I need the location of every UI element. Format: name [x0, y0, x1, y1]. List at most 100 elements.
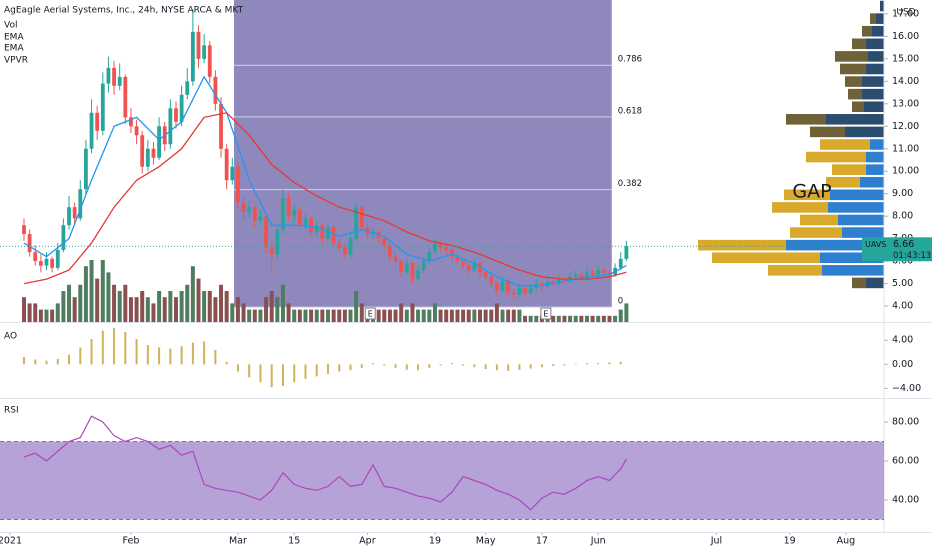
event-marker	[540, 307, 552, 320]
volume-bar	[78, 284, 83, 322]
y-tick-label: 80.00	[892, 417, 919, 428]
candle-body	[224, 148, 229, 181]
volume-bar	[573, 315, 578, 322]
candle-body	[179, 94, 184, 122]
candle-body	[185, 81, 190, 95]
volume-bar	[331, 309, 336, 322]
candle-body	[601, 270, 606, 273]
volume-bar	[112, 284, 117, 322]
ao-bar	[180, 346, 183, 365]
vpvr-up	[866, 151, 884, 163]
candle-body	[326, 227, 330, 239]
volume-bar	[202, 291, 207, 322]
candle-body	[382, 238, 387, 246]
candle-body	[449, 249, 454, 257]
volume-bar	[247, 309, 252, 322]
volume-bar	[264, 297, 269, 322]
volume-bar	[410, 303, 415, 322]
candle-body	[123, 76, 128, 118]
y-tick-label: 4.00	[892, 335, 913, 346]
legend-item: EMA	[4, 44, 24, 54]
candle-body	[337, 243, 342, 248]
candle-body	[95, 112, 100, 131]
event-label: E	[368, 310, 373, 319]
vpvr-up	[876, 13, 884, 24]
volume-bar	[241, 303, 246, 322]
candle-body	[44, 258, 49, 266]
volume-bar	[494, 303, 499, 322]
candle-body	[145, 148, 150, 167]
candle-body	[478, 263, 482, 273]
candle-body	[247, 207, 252, 212]
y-tick-label: 17.00	[892, 8, 919, 19]
x-tick-label: Jul	[710, 536, 722, 547]
candle-body	[545, 281, 550, 286]
volume-bar	[500, 309, 505, 322]
candle-body	[618, 258, 623, 268]
candle-body	[517, 288, 522, 295]
y-tick-label: 60.00	[892, 456, 919, 467]
ao-bar	[135, 339, 138, 365]
volume-bar	[224, 291, 229, 322]
vpvr-down	[852, 101, 864, 113]
candle-body	[590, 272, 595, 275]
ao-bar	[34, 359, 37, 365]
candle-body	[506, 281, 511, 293]
ao-bar	[450, 363, 453, 365]
candle-body	[331, 227, 336, 244]
fib-label: 0.618	[618, 106, 642, 116]
candle-body	[219, 103, 223, 149]
ao-bar	[101, 330, 104, 365]
ao-bar	[484, 364, 487, 370]
candle-body	[489, 276, 494, 284]
candle-body	[100, 83, 105, 131]
ao-bar	[349, 364, 352, 371]
volume-bar	[258, 309, 263, 322]
x-tick-label: 15	[288, 536, 300, 547]
vpvr-up	[845, 126, 884, 138]
volume-bar	[292, 309, 297, 322]
last-price-label: 6.66	[893, 239, 914, 250]
volume-bar	[382, 309, 387, 322]
candle-body	[292, 209, 297, 217]
legend-item: Vol	[4, 21, 17, 31]
candle-body	[427, 252, 432, 262]
candle-body	[523, 288, 527, 293]
volume-bar	[348, 309, 353, 322]
ao-bar	[326, 364, 329, 374]
y-tick-label: 14.00	[892, 76, 919, 87]
candle-body	[241, 202, 246, 212]
volume-bar	[117, 291, 122, 322]
vpvr-down	[845, 76, 862, 87]
candle-body	[354, 207, 359, 239]
candle-body	[67, 207, 71, 226]
vpvr-up	[864, 101, 884, 113]
ao-bar	[552, 364, 555, 367]
volume-bar	[590, 315, 595, 322]
candle-body	[444, 247, 449, 250]
candle-body	[236, 166, 240, 203]
candle-body	[38, 261, 43, 266]
candle-body	[540, 283, 544, 286]
candle-body	[556, 279, 561, 284]
ao-bar	[281, 364, 284, 386]
candle-body	[421, 261, 426, 271]
candle-body	[573, 274, 578, 277]
vpvr-down	[826, 176, 860, 188]
currency: USD	[896, 8, 915, 18]
fib-label: 0.786	[618, 55, 642, 65]
candle-body	[252, 207, 257, 221]
ao-bar	[124, 331, 127, 365]
candle-body	[404, 263, 409, 273]
volume-bar	[455, 309, 460, 322]
vpvr-down	[840, 63, 866, 75]
ao-bar	[507, 364, 510, 371]
chart-title: AgEagle Aerial Systems, Inc., 24h, NYSE …	[4, 6, 244, 16]
volume-bar	[551, 315, 556, 322]
volume-bar	[404, 309, 409, 322]
candle-body	[607, 272, 612, 275]
y-tick-label: 12.00	[892, 121, 919, 132]
volume-bar	[489, 309, 494, 322]
candle-body	[359, 207, 364, 228]
candle-body	[50, 258, 55, 268]
